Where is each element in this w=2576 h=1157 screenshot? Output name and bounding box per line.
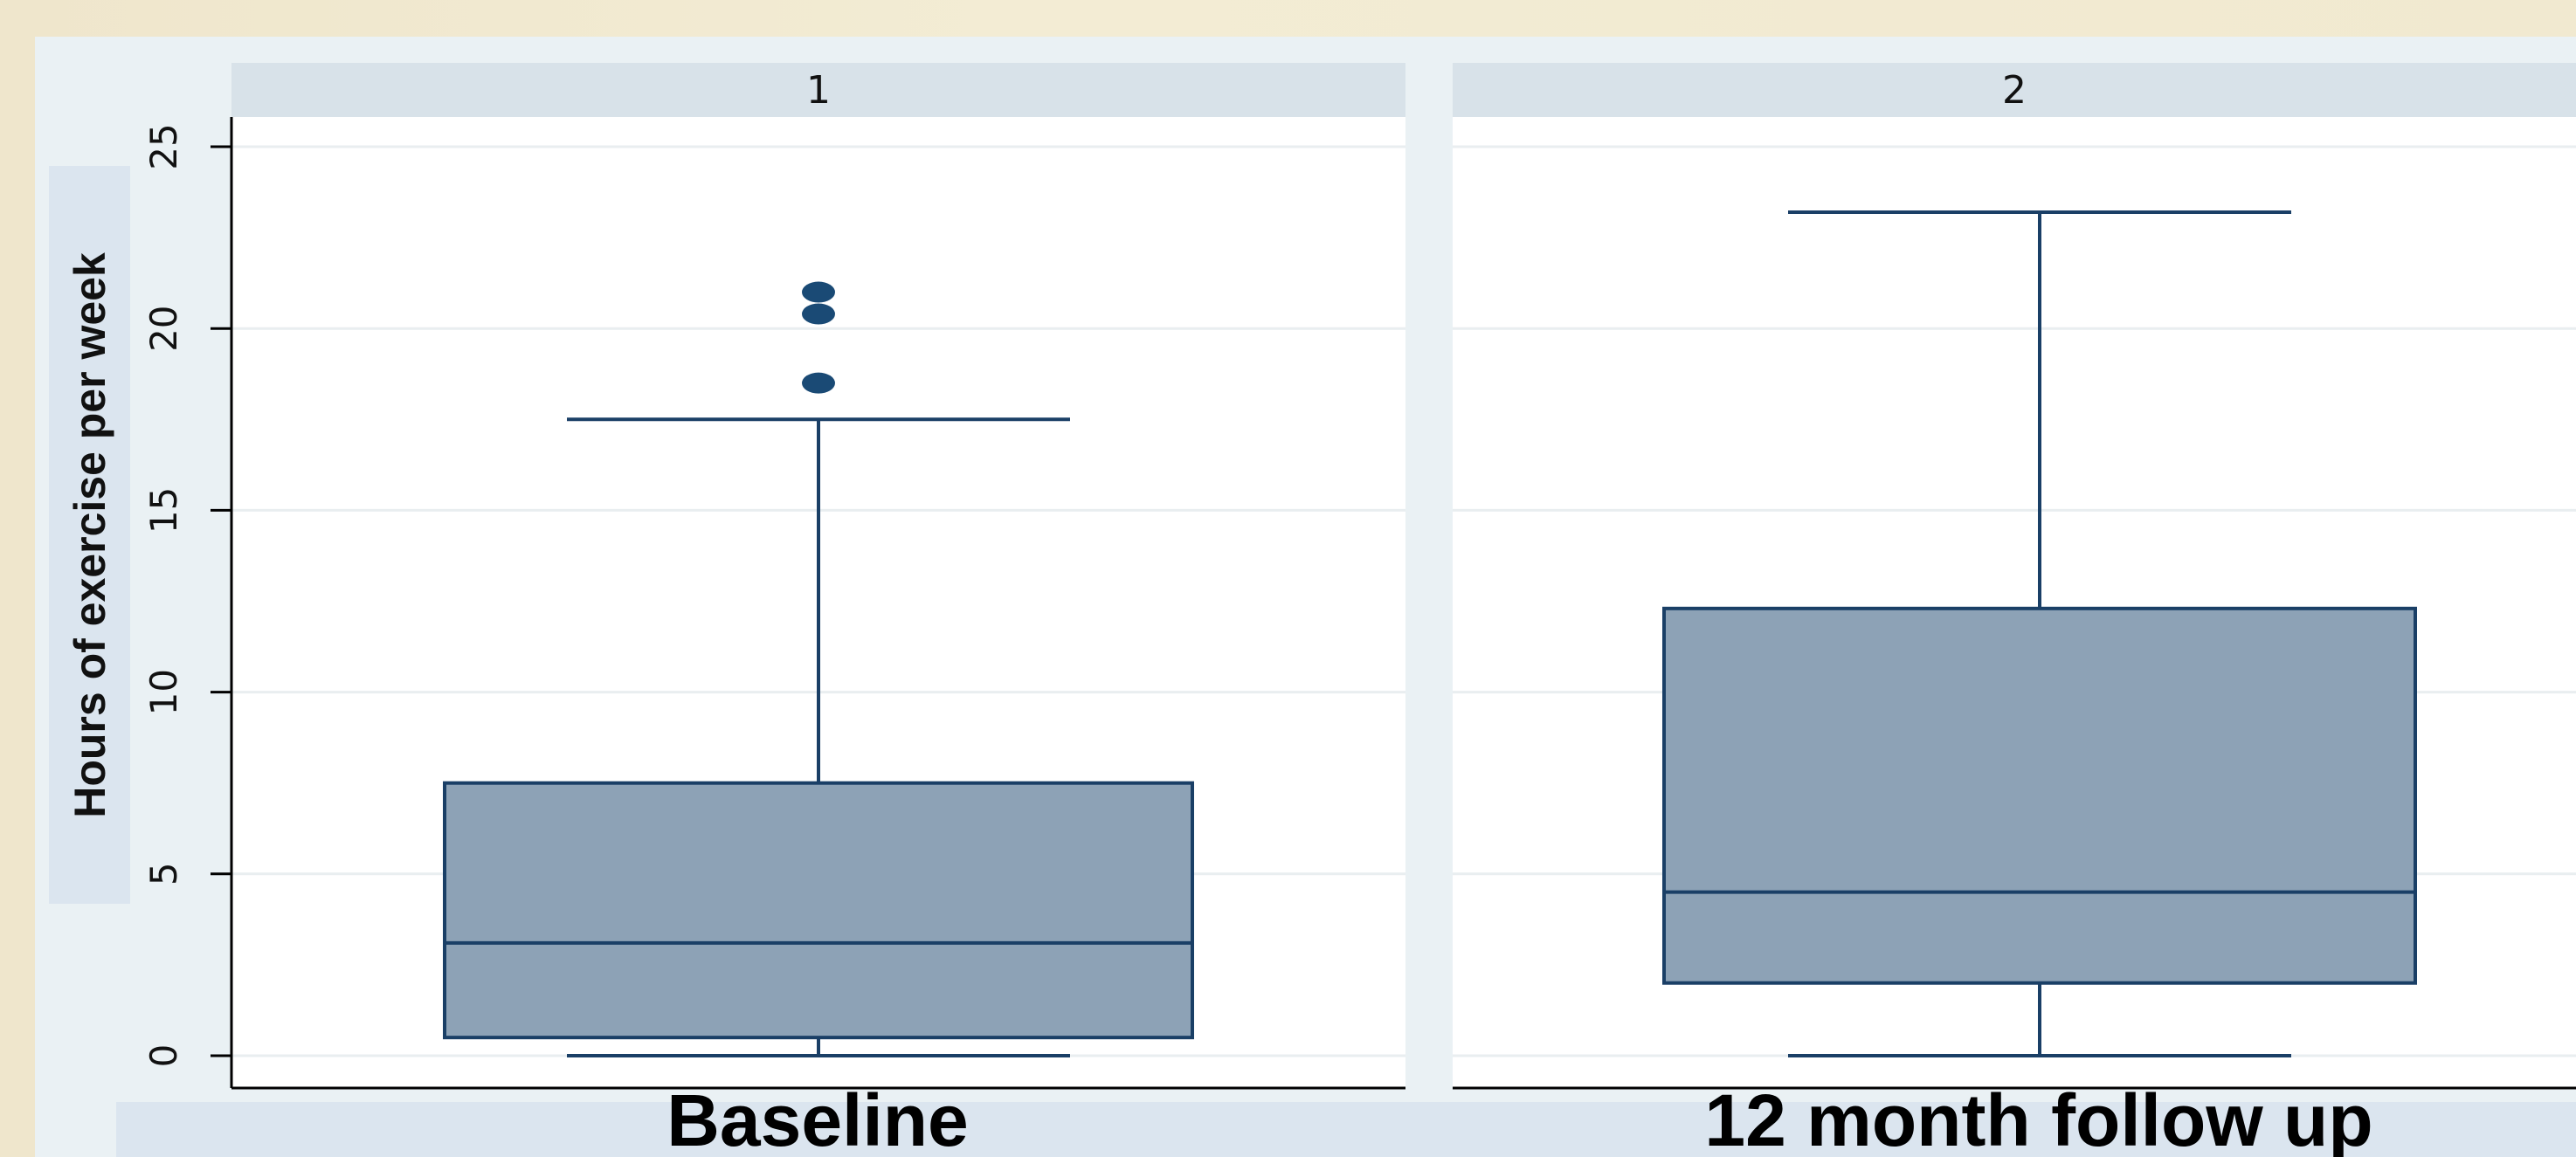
x-category-label: Baseline	[666, 1079, 969, 1157]
outlier-point	[802, 303, 835, 325]
panel-1: 1 Baseline	[231, 63, 1405, 1157]
facet-label: 2	[2002, 68, 2027, 113]
outlier-point	[802, 281, 835, 303]
outlier-point	[802, 372, 835, 394]
y-title-band	[49, 166, 130, 904]
x-category-band	[116, 1102, 2576, 1157]
y-tick-label: 20	[142, 305, 185, 351]
y-tick-label: 0	[142, 1044, 185, 1068]
y-axis-title: Hours of exercise per week	[66, 252, 114, 818]
y-tick-label: 10	[142, 669, 185, 715]
facet-label: 1	[806, 68, 831, 113]
facet-strip	[231, 63, 1405, 117]
x-category-label: 12 month follow up	[1704, 1079, 2372, 1157]
iqr-box	[443, 781, 1194, 1040]
y-tick-label: 5	[142, 862, 185, 885]
panel-2: 2 12 month follow up	[1453, 63, 2576, 1157]
facet-strip	[1453, 63, 2576, 117]
iqr-box	[1662, 606, 2417, 985]
y-tick-label: 25	[142, 123, 185, 169]
y-tick-label: 15	[142, 487, 185, 534]
